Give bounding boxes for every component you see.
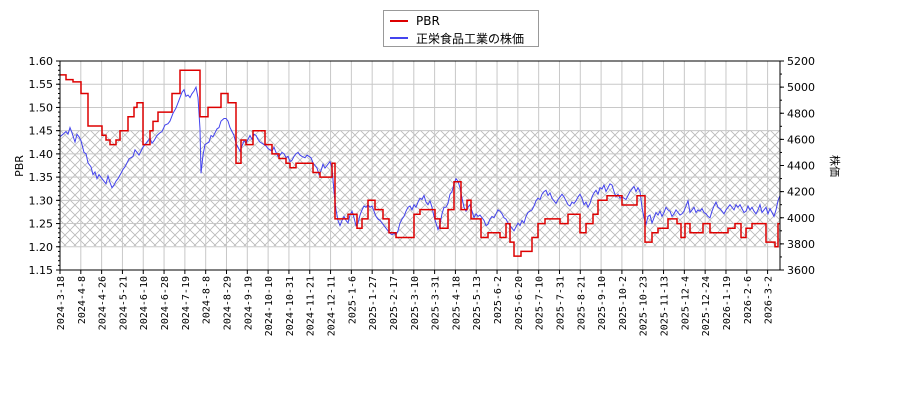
svg-text:2025-8-21: 2025-8-21 [576,276,587,330]
svg-text:1.40: 1.40 [29,148,54,161]
legend-label-price: 正栄食品工業の株価 [416,31,525,46]
svg-text:2025-10-2: 2025-10-2 [618,276,629,330]
svg-text:2025-4-18: 2025-4-18 [451,276,462,330]
svg-text:1.55: 1.55 [29,78,54,91]
svg-text:2024-4-8: 2024-4-8 [77,276,88,324]
hatched-band [60,130,780,246]
x-axis: 2024-3-18 2024-4-8 2024-4-26 2024-5-21 2024-… [56,270,775,336]
svg-text:1.25: 1.25 [29,218,54,231]
svg-text:2024-8-29: 2024-8-29 [222,276,233,330]
svg-text:2025-7-10: 2025-7-10 [535,276,546,330]
svg-text:4000: 4000 [787,212,815,225]
svg-text:1.50: 1.50 [29,101,54,114]
svg-text:2025-5-13: 2025-5-13 [472,276,483,330]
legend-swatch-pbr [390,20,408,22]
svg-text:2024-8-8: 2024-8-8 [202,276,213,324]
svg-text:2024-5-21: 2024-5-21 [118,276,129,330]
svg-text:2025-12-24: 2025-12-24 [701,276,712,336]
left-axis: 1.60 1.55 1.50 1.45 1.40 1.35 1.30 1.25 1.20 1.15 [29,55,60,277]
legend-item-price: 正栄食品工業の株価 [390,30,524,46]
right-axis-label: 株価 [828,155,842,177]
svg-text:1.15: 1.15 [29,264,54,277]
svg-text:2025-9-10: 2025-9-10 [597,276,608,330]
svg-text:2025-1-6: 2025-1-6 [347,276,358,324]
svg-text:3600: 3600 [787,264,815,277]
price-line [59,85,781,236]
svg-text:2024-3-18: 2024-3-18 [56,276,67,330]
svg-text:2025-6-20: 2025-6-20 [514,276,525,330]
svg-text:2024-6-10: 2024-6-10 [139,276,150,330]
svg-text:5000: 5000 [787,81,815,94]
svg-text:3800: 3800 [787,238,815,251]
legend-swatch-price [390,37,408,39]
svg-text:2025-6-2: 2025-6-2 [493,276,504,324]
svg-text:2025-3-31: 2025-3-31 [431,276,442,330]
legend: PBR 正栄食品工業の株価 [383,10,539,47]
svg-text:2024-7-19: 2024-7-19 [181,276,192,330]
svg-text:2025-12-4: 2025-12-4 [680,276,691,330]
svg-text:2024-10-10: 2024-10-10 [264,276,275,336]
svg-text:2024-9-19: 2024-9-19 [243,276,254,330]
svg-text:1.45: 1.45 [29,125,54,138]
svg-text:1.30: 1.30 [29,194,54,207]
svg-text:2025-11-13: 2025-11-13 [660,276,671,336]
svg-text:1.60: 1.60 [29,55,54,68]
svg-text:4200: 4200 [787,186,815,199]
svg-text:4400: 4400 [787,160,815,173]
svg-text:2024-6-28: 2024-6-28 [160,276,171,330]
svg-text:2025-3-10: 2025-3-10 [410,276,421,330]
legend-label-pbr: PBR [416,14,440,28]
left-axis-label: PBR [13,155,26,177]
svg-text:4600: 4600 [787,133,815,146]
legend-item-pbr: PBR [390,13,440,29]
svg-text:2024-11-21: 2024-11-21 [306,276,317,336]
svg-text:2024-12-11: 2024-12-11 [327,276,338,336]
pbr-line [60,69,780,257]
svg-text:5200: 5200 [787,55,815,68]
svg-text:1.35: 1.35 [29,171,54,184]
svg-text:2025-2-17: 2025-2-17 [389,276,400,330]
svg-text:2024-4-26: 2024-4-26 [98,276,109,330]
svg-text:2026-3-2: 2026-3-2 [764,276,775,324]
svg-text:4800: 4800 [787,107,815,120]
svg-text:2025-7-31: 2025-7-31 [555,276,566,330]
svg-text:2026-2-6: 2026-2-6 [743,276,754,324]
svg-text:2024-10-31: 2024-10-31 [285,276,296,336]
svg-text:1.20: 1.20 [29,241,54,254]
svg-text:2025-1-27: 2025-1-27 [368,276,379,330]
svg-text:2026-1-19: 2026-1-19 [722,276,733,330]
series-lines [59,69,781,257]
right-axis: 5200 5000 4800 4600 4400 4200 4000 3800 3600 [780,55,815,277]
svg-text:2025-10-23: 2025-10-23 [639,276,650,336]
